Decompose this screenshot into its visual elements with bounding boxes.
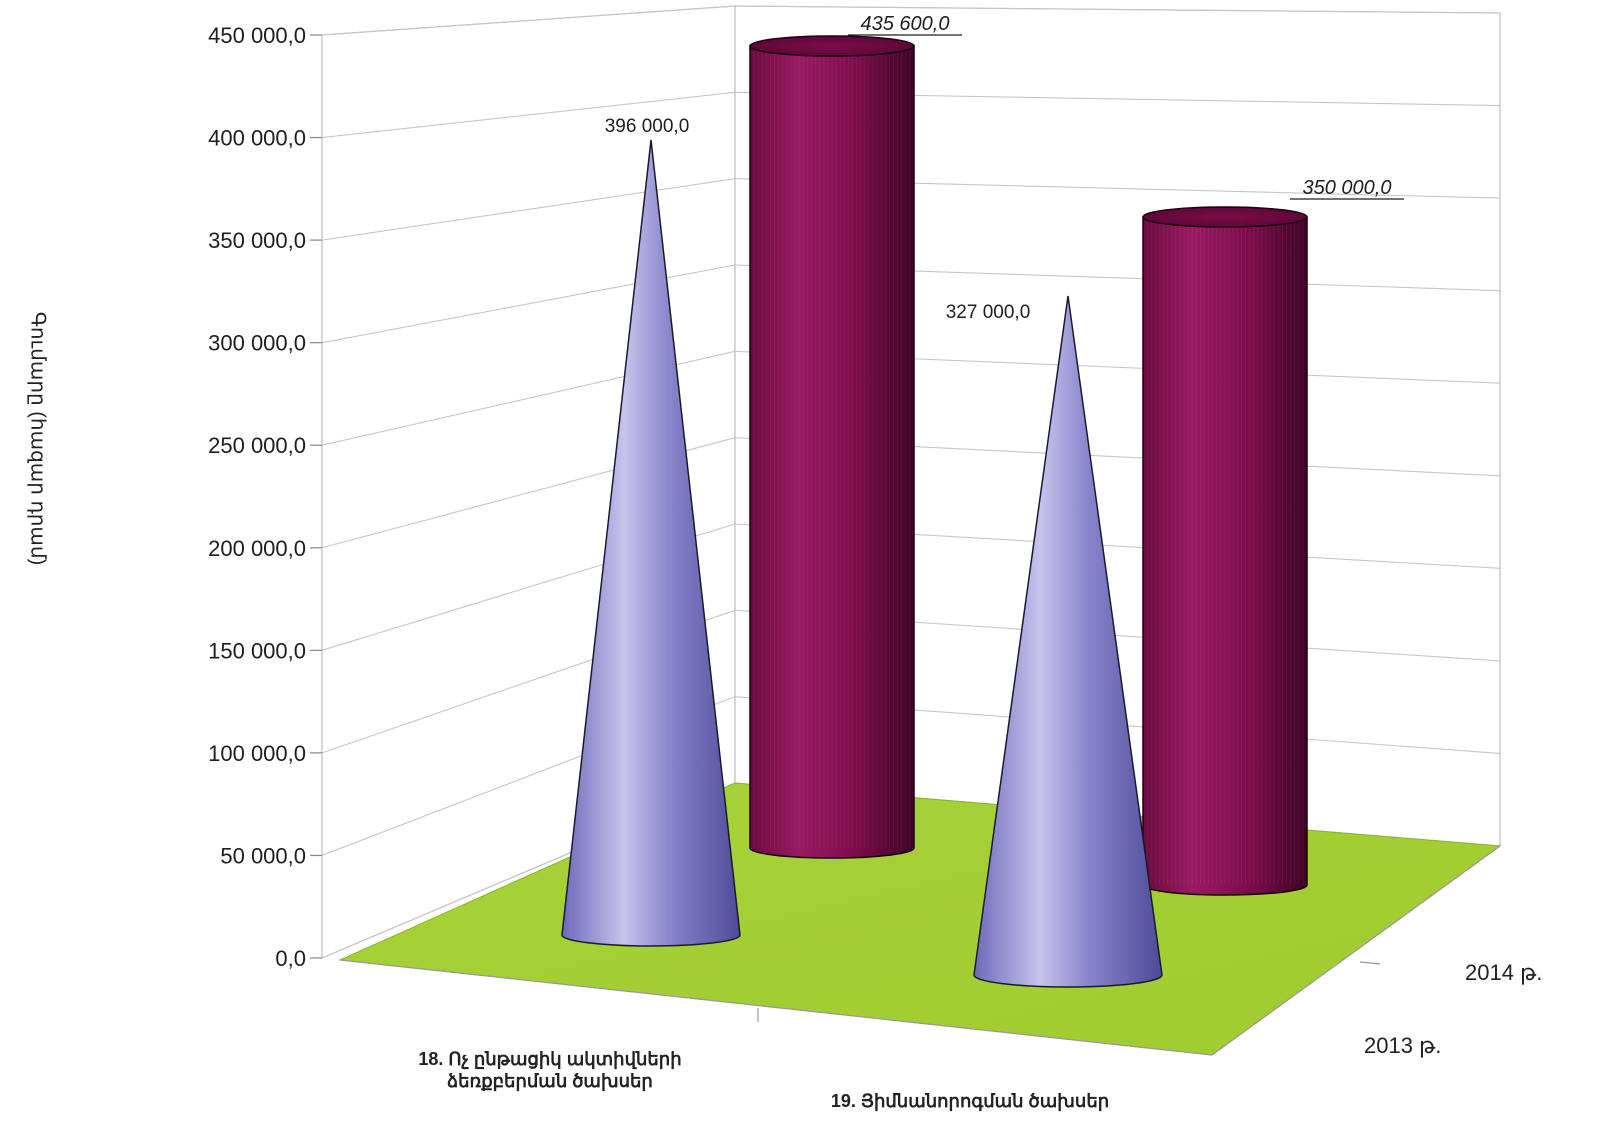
series-label-2013-text: 2013 թ. — [1364, 1033, 1442, 1058]
cone-2013-cat1-body — [561, 139, 741, 947]
series-label-2014: 2014 թ. — [1465, 960, 1542, 986]
y-tick-label-6: 300 000,0 — [208, 331, 306, 356]
value-label-2014-1: 435 600,0 — [861, 13, 950, 35]
cylinder-2014-cat2 — [1142, 206, 1308, 896]
y-axis: 0,0 50 000,0 100 000,0 150 000,0 200 000,0 25… — [208, 23, 322, 971]
y-axis-title-text: Գումարը (հազար դրամ) — [26, 311, 49, 566]
cylinder-2014-cat1 — [749, 35, 915, 859]
cylinder-2014-cat1-top — [749, 35, 915, 57]
value-label-2013-1: 396 000,0 — [605, 116, 690, 137]
gridline-back-9 — [734, 5, 1501, 14]
y-tick-label-2: 100 000,0 — [208, 741, 306, 766]
y-tick-label-0: 0,0 — [275, 946, 306, 971]
depth-axis-line — [1211, 845, 1501, 1056]
cone-2013-cat2-body — [973, 295, 1163, 988]
value-labels: 435 600,0 350 000,0 396 000,0 327 000,0 — [605, 13, 1404, 323]
x-category-label-1: 18. Ոչ ընթացիկ ակտիվների ձեռքբերման ծախս… — [360, 1048, 740, 1092]
y-tick-label-1: 50 000,0 — [220, 843, 306, 868]
gridline-left-8 — [321, 91, 736, 139]
value-label-2014-2: 350 000,0 — [1303, 177, 1392, 199]
y-tick-label-8: 400 000,0 — [208, 126, 306, 151]
gridline-left-9 — [321, 5, 736, 36]
y-tick-label-9: 450 000,0 — [208, 23, 306, 48]
y-tick-label-4: 200 000,0 — [208, 536, 306, 561]
y-tick-label-3: 150 000,0 — [208, 638, 306, 663]
chart-marks — [561, 35, 1308, 988]
cone-2013-cat2 — [973, 295, 1163, 988]
x-category-label-1-line-2: ձեռքբերման ծախսեր — [447, 1071, 653, 1091]
y-tick-label-7: 350 000,0 — [208, 228, 306, 253]
depth-tick-mark — [1359, 961, 1381, 965]
series-label-2013: 2013 թ. — [1364, 1033, 1441, 1059]
series-label-2014-text: 2014 թ. — [1465, 960, 1543, 985]
x-category-label-2-line-1: 19. Յիմնանորոգման ծախսեր — [830, 1091, 1110, 1111]
gridline-left-7 — [321, 178, 736, 241]
x-category-label-2: 19. Յիմնանորոգման ծախսեր — [780, 1090, 1160, 1112]
cylinder-2014-cat2-top — [1142, 206, 1308, 228]
x-category-label-1-line-1: 18. Ոչ ընթացիկ ակտիվների — [418, 1049, 682, 1069]
cone-2013-cat1 — [561, 139, 741, 947]
y-tick-label-5: 250 000,0 — [208, 433, 306, 458]
cylinder-2014-cat1-body — [749, 45, 915, 859]
x-axis-line — [339, 959, 1213, 1056]
value-label-2013-2: 327 000,0 — [946, 302, 1031, 323]
